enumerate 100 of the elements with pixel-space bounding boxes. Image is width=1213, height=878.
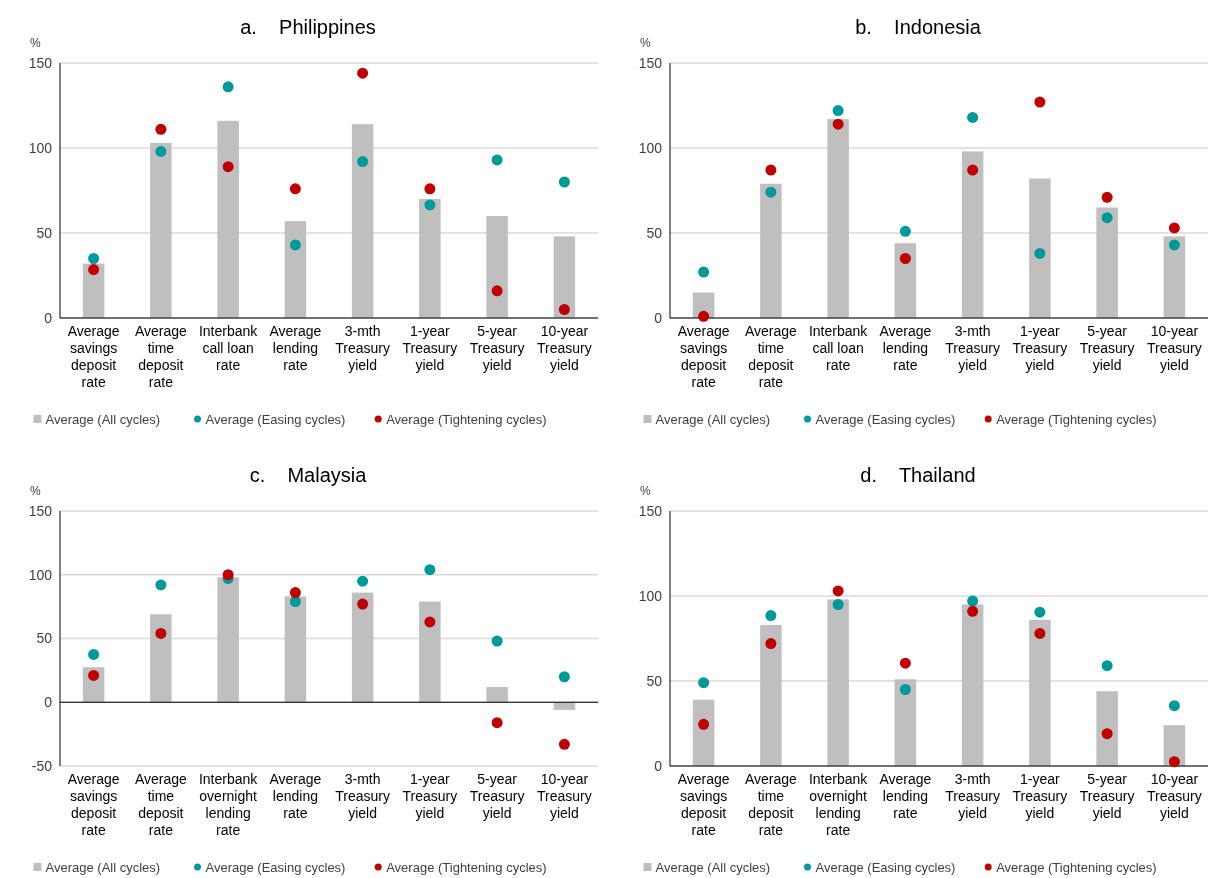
bar [553, 236, 576, 318]
point [698, 310, 710, 322]
x-tick-label: Average savings deposit rate [67, 771, 120, 838]
bar [419, 199, 441, 318]
bar [217, 120, 239, 318]
bar [894, 243, 917, 318]
point [1101, 212, 1113, 224]
legend-label: Average (Easing cycles) [205, 412, 346, 427]
point [967, 595, 979, 607]
x-tick-label: Average time deposit rate [744, 771, 798, 838]
x-tick-label: 3-mth Treasury yield [945, 323, 1000, 373]
point [765, 638, 777, 650]
y-axis-title: % [640, 36, 651, 50]
x-tick-label: Average time deposit rate [134, 323, 188, 390]
bar [961, 151, 984, 318]
point [899, 684, 911, 695]
point [558, 671, 570, 683]
bar [284, 596, 307, 703]
y-tick-label: 50 [36, 224, 53, 241]
legend-label: Average (Tightening cycles) [386, 860, 547, 875]
bar [1163, 236, 1186, 318]
x-tick-label: Average savings deposit rate [677, 323, 730, 390]
x-tick-label: 3-mth Treasury yield [945, 771, 1000, 821]
point [1101, 191, 1113, 203]
y-tick-label: 50 [646, 672, 663, 689]
point [832, 599, 844, 610]
point [832, 585, 844, 597]
x-tick-label: Average lending rate [879, 771, 932, 821]
x-tick-label: Average savings deposit rate [67, 323, 120, 390]
point [424, 564, 436, 576]
point [88, 648, 100, 660]
legend-label: Average (All cycles) [45, 860, 161, 875]
point [765, 164, 777, 176]
bar [827, 599, 849, 766]
bar [486, 686, 508, 703]
y-tick-label: 100 [638, 139, 663, 156]
point [899, 253, 911, 264]
bar [692, 699, 715, 766]
x-tick-label: 10-year Treasury yield [537, 771, 592, 821]
y-tick-label: 150 [638, 502, 663, 519]
point [765, 610, 777, 622]
x-tick-label: Average lending rate [269, 323, 322, 373]
point [765, 186, 777, 198]
point [1168, 222, 1180, 234]
x-tick-label: 1-year Treasury yield [402, 323, 458, 373]
point [967, 164, 979, 176]
point [1034, 247, 1046, 259]
point [832, 118, 844, 130]
bar [284, 221, 307, 318]
point [289, 587, 301, 599]
y-tick-label: 100 [638, 587, 663, 604]
x-tick-label: Interbank overnight lending rate [198, 771, 259, 838]
y-tick-label: 150 [28, 502, 53, 519]
x-tick-label: 3-mth Treasury yield [335, 771, 390, 821]
x-tick-label: 3-mth Treasury yield [335, 323, 390, 373]
x-tick-label: Interbank overnight lending rate [808, 771, 869, 838]
y-tick-label: 150 [28, 54, 53, 71]
legend-label: Average (Tightening cycles) [386, 412, 547, 427]
point [558, 738, 570, 750]
point [899, 225, 911, 237]
point [1168, 239, 1180, 251]
x-tick-label: 1-year Treasury yield [402, 771, 458, 821]
x-tick-label: 5-year Treasury yield [469, 771, 525, 821]
bar [150, 142, 172, 318]
point [1034, 606, 1046, 618]
x-tick-label: Average time deposit rate [744, 323, 798, 390]
x-tick-label: Average savings deposit rate [677, 771, 730, 838]
chart-title: a. Philippines [240, 16, 376, 38]
y-axis-title: % [30, 484, 41, 498]
bar [760, 624, 782, 766]
x-tick-label: 10-year Treasury yield [1147, 323, 1202, 373]
point [491, 635, 503, 647]
x-tick-label: 5-year Treasury yield [469, 323, 525, 373]
y-tick-label: 50 [646, 224, 663, 241]
point [357, 598, 369, 610]
point [1101, 728, 1113, 740]
bar [760, 183, 782, 318]
point [155, 145, 167, 157]
point [88, 669, 100, 681]
point [222, 569, 234, 581]
point [357, 156, 369, 168]
point [491, 285, 503, 297]
y-tick-label: 100 [28, 139, 53, 156]
point [558, 176, 570, 188]
bar [150, 614, 172, 703]
point [1034, 627, 1046, 639]
point [357, 575, 369, 587]
bar [1096, 207, 1118, 318]
point [222, 161, 234, 173]
y-tick-label: 150 [638, 54, 663, 71]
point [88, 264, 100, 276]
x-tick-label: 1-year Treasury yield [1012, 771, 1068, 821]
point [832, 105, 844, 117]
point [558, 304, 570, 315]
x-tick-label: 10-year Treasury yield [537, 323, 592, 373]
bar [351, 124, 374, 318]
legend-label: Average (Tightening cycles) [996, 860, 1157, 875]
bar [961, 604, 984, 766]
bar [419, 601, 441, 703]
point [424, 183, 436, 195]
